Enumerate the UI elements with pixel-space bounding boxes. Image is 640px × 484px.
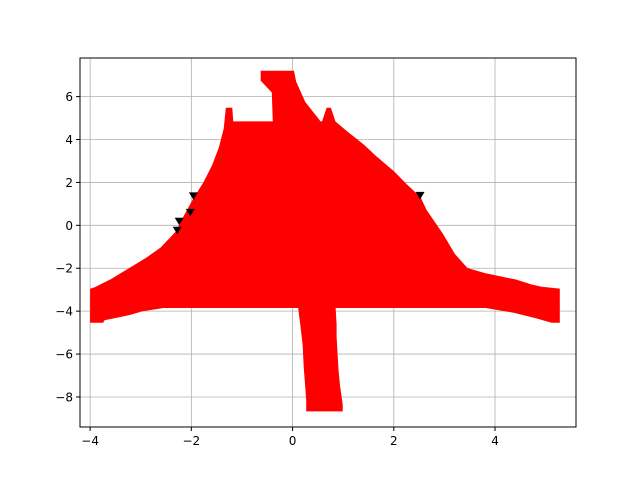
x-tick-label: 4: [491, 434, 499, 448]
triangle-down-marker: [185, 208, 195, 217]
y-tick-label: 6: [65, 90, 73, 104]
y-tick-label: −4: [55, 305, 73, 319]
data-layer: [90, 70, 560, 412]
red-filled-region: [90, 70, 560, 412]
axes-frame: [79, 57, 577, 428]
y-tick-label: −2: [55, 262, 73, 276]
triangle-down-marker: [415, 191, 425, 200]
triangle-down-marker: [172, 226, 182, 235]
y-tick-label: 4: [65, 133, 73, 147]
tick-labels-layer: −4 −2 0 2 4 −8 −6 −4 −2 0 2 4 6: [55, 90, 499, 448]
x-tick-label: −4: [81, 434, 99, 448]
y-tick-label: −6: [55, 348, 73, 362]
x-tick-label: 0: [289, 434, 297, 448]
y-tick-label: 0: [65, 219, 73, 233]
y-tick-label: 2: [65, 176, 73, 190]
triangle-down-marker: [188, 192, 198, 200]
x-tick-label: 2: [390, 434, 398, 448]
y-tick-label: −8: [55, 390, 73, 404]
x-tick-label: −2: [182, 434, 200, 448]
triangle-down-marker: [174, 217, 184, 226]
ticks-layer: [76, 96, 496, 431]
